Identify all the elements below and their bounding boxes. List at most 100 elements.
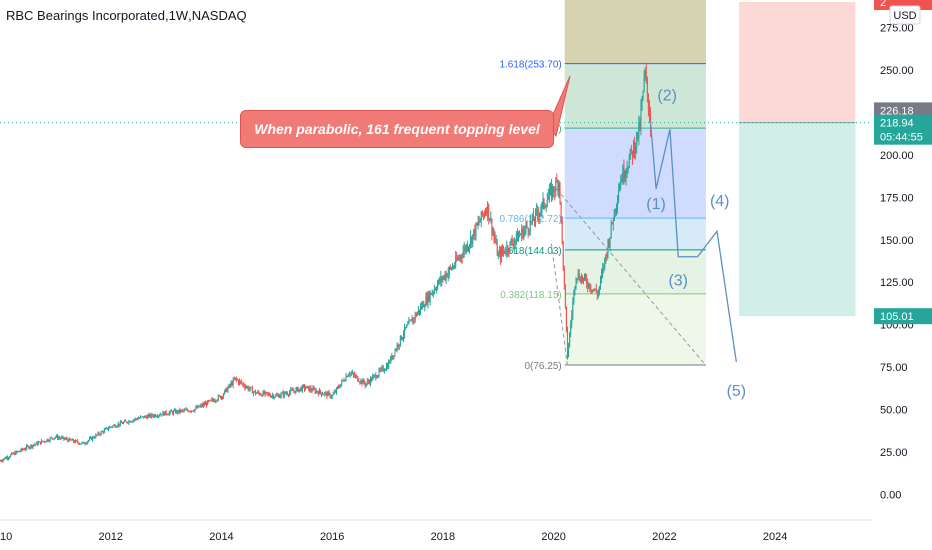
candle-body: [182, 410, 184, 412]
candle-body: [187, 410, 189, 412]
candle-body: [599, 278, 601, 287]
candle-body: [325, 392, 327, 394]
candle-body: [536, 209, 538, 211]
candle-body: [549, 186, 551, 190]
candle-body: [126, 421, 128, 423]
candle-body: [610, 222, 612, 238]
candle-body: [509, 241, 511, 252]
target-tag-cut-bg: [874, 0, 932, 10]
candle-body: [511, 240, 513, 244]
candle-body: [121, 423, 123, 425]
candle-body: [71, 439, 73, 441]
candle-body: [243, 383, 245, 387]
candle-body: [630, 148, 632, 151]
candle-body: [467, 247, 469, 250]
candle-body: [577, 273, 579, 279]
candle-body: [398, 344, 400, 347]
candle-body: [597, 292, 599, 296]
candle-body: [593, 289, 595, 291]
candle-body: [360, 380, 362, 383]
candle-body: [311, 390, 313, 392]
candle-body: [225, 388, 227, 391]
candle-body: [489, 218, 491, 221]
candle-body: [488, 203, 490, 219]
candle-body: [160, 414, 162, 416]
candle-body: [293, 390, 295, 392]
candle-body: [518, 235, 520, 242]
candle-body: [146, 416, 148, 419]
candle-body: [10, 454, 12, 457]
candle-body: [28, 446, 30, 449]
candle-body: [39, 441, 41, 444]
candle-body: [575, 278, 577, 287]
candle-body: [588, 283, 590, 288]
candle-body: [479, 220, 481, 223]
candle-body: [414, 313, 416, 320]
candle-body: [259, 393, 261, 395]
price-axis-tick: 250.00: [880, 65, 914, 77]
candle-body: [450, 267, 452, 270]
candle-body: [566, 329, 568, 357]
candle-body: [264, 391, 266, 395]
candle-body: [33, 444, 35, 446]
candle-body: [233, 379, 235, 381]
candle-body: [586, 278, 588, 285]
candle-body: [606, 255, 608, 257]
candle-body: [76, 440, 78, 442]
price-axis[interactable]: [874, 0, 932, 550]
fib-level-label: 0.382(118.15): [500, 290, 562, 301]
candle-body: [590, 289, 592, 291]
candle-body: [622, 167, 624, 182]
time-axis-tick: 2024: [763, 531, 787, 543]
candle-body: [137, 418, 139, 420]
candle-body: [440, 276, 442, 282]
candle-body: [317, 392, 319, 395]
candle-body: [241, 381, 243, 384]
candle-body: [171, 411, 173, 414]
candle-body: [537, 209, 539, 214]
candle-body: [307, 386, 309, 388]
candle-body: [562, 241, 564, 270]
candle-body: [572, 301, 574, 315]
candle-body: [164, 411, 166, 416]
candle-body: [285, 393, 287, 395]
candle-body: [98, 432, 100, 435]
wave-label: (1): [646, 196, 666, 213]
candle-body: [315, 390, 317, 393]
price-axis-tick: 50.00: [880, 405, 908, 417]
candle-body: [438, 279, 440, 284]
currency-badge[interactable]: [889, 5, 921, 25]
candle-body: [161, 414, 163, 416]
candle-body: [304, 385, 306, 389]
candle-body: [612, 220, 614, 224]
current-price-tag: 218.94: [880, 118, 914, 130]
candle-body: [340, 383, 342, 388]
candle-body: [77, 440, 79, 443]
candle-body: [364, 383, 366, 386]
candle-body: [316, 390, 318, 393]
candle-body: [465, 245, 467, 251]
candle-body: [626, 169, 628, 171]
candle-body: [448, 267, 450, 273]
candle-body: [53, 437, 55, 440]
candle-body: [208, 400, 210, 402]
candle-body: [51, 437, 53, 439]
candle-body: [446, 273, 448, 277]
current-price-tag-bg: [874, 114, 932, 145]
candle-body: [18, 451, 20, 453]
candle-body: [447, 272, 449, 277]
candle-body: [282, 392, 284, 397]
candle-body: [41, 440, 43, 444]
candle-body: [428, 293, 430, 301]
candle-body: [634, 142, 636, 153]
candle-body: [201, 404, 203, 407]
candle-body: [263, 391, 265, 395]
candle-body: [463, 247, 465, 252]
annotation-callout[interactable]: When parabolic, 161 frequent topping lev…: [240, 110, 554, 148]
candle-body: [219, 395, 221, 399]
candle-body: [384, 369, 386, 371]
candle-body: [265, 391, 267, 393]
candle-body: [409, 320, 411, 322]
candle-body: [421, 306, 423, 308]
